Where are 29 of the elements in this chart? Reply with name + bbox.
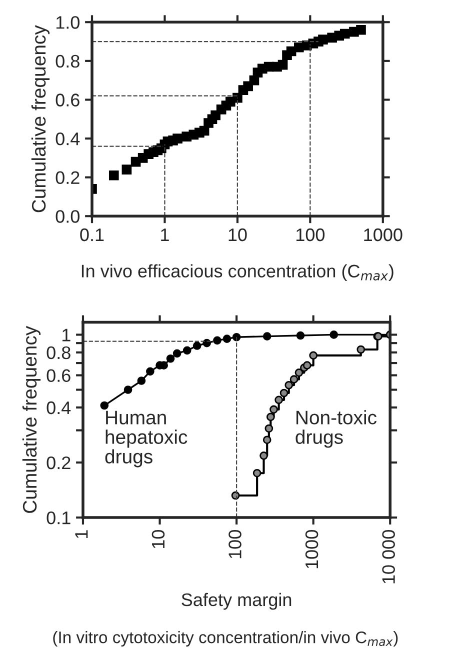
- text: (In vitro cytotoxicity concentration/in vivo C$_{max}$): [53, 631, 398, 647]
- y-axis-title: Cumulative frequency: [31, 25, 50, 212]
- y-tick-label: 0.8: [46, 346, 70, 360]
- y-tick-label: 0.4: [46, 401, 71, 414]
- y-tick-label: 0.4: [56, 132, 80, 146]
- y-tick-label: 0.6: [46, 369, 70, 382]
- y-tick-label: 0.2: [56, 171, 80, 184]
- x-tick-label: 10: [152, 530, 165, 548]
- x-axis-title: In vivo efficacious concentration (C$_{max}$): [82, 264, 394, 282]
- series-label: Non-toxic drugs: [296, 410, 377, 448]
- y-tick-label: 0.6: [56, 94, 80, 106]
- y-tick-label: 0.2: [46, 456, 70, 470]
- x-tick-label: 1000: [364, 228, 402, 242]
- x-tick-label: 1: [75, 530, 88, 538]
- x-tick-label: 0.1: [80, 228, 104, 242]
- y-tick-label: 0.8: [56, 54, 80, 68]
- x-tick-label: 10: [228, 228, 247, 242]
- x-tick-label: 100: [228, 530, 242, 558]
- y-tick-label: 0.0: [56, 210, 80, 223]
- x-tick-label: 1000: [305, 530, 318, 568]
- y-tick-label: 1: [62, 328, 70, 342]
- x-tick-label: 1: [161, 228, 169, 242]
- series-label: Human hepatoxic drugs: [105, 410, 188, 468]
- y-tick-label: 0.1: [46, 511, 70, 524]
- x-tick-label: 100: [296, 228, 325, 242]
- x-axis-title: Safety margin: [182, 592, 292, 610]
- y-tick-label: 1.0: [56, 16, 80, 29]
- y-axis-title: Cumulative frequency: [22, 326, 41, 513]
- x-tick-label: 10 000: [382, 530, 395, 584]
